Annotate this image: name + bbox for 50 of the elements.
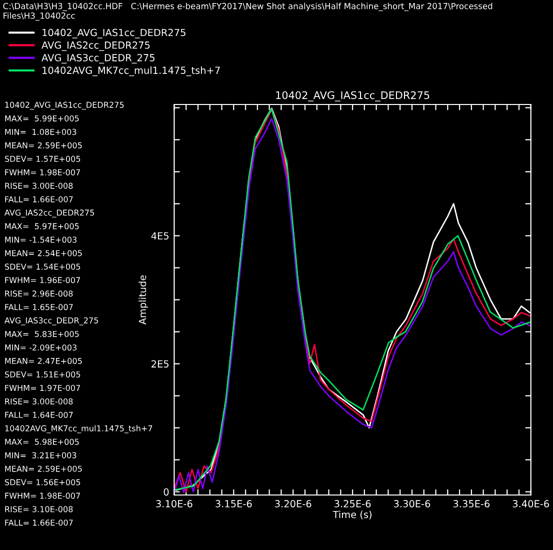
text: MIN= -1.54E+003 [5, 236, 76, 243]
x-axis-title: Time (s) [332, 510, 372, 520]
text: SDEV= 1.56E+005 [4, 479, 80, 486]
text: FALL= 1.64E-007 [5, 412, 73, 418]
x-tick-label: 3.40E-6 [512, 500, 550, 508]
text: MEAN= 2.59E+005 [5, 142, 82, 148]
text: FWHM= 1.97E-007 [5, 384, 80, 391]
x-tick-label: 3.20E-6 [275, 500, 312, 508]
text: MEAN= 2.54E+005 [5, 250, 82, 256]
x-tick-label: 3.35E-6 [453, 500, 490, 508]
text: MAX= 5.98E+005 [5, 438, 79, 445]
text: 10402AVG_MK7cc_mul1.1475_tsh+7 [5, 425, 152, 434]
text: FWHM= 1.96E-007 [5, 277, 80, 284]
text: C:\Data\H3\H3_10402cc.HDF C:\Hermes e-beam\FY2017\New Shot analysis\Half Machine_short_Mar 2017\Processed Files\H3_10402cc [3, 2, 492, 21]
text: RISE= 2.96E-008 [5, 290, 73, 297]
text: RISE= 3.00E-008 [5, 182, 73, 189]
legend-label: AVG_IAS3cc_DEDR_275 [42, 54, 154, 64]
y-tick-label: 2E5 [152, 360, 168, 368]
y-tick-label: 4E5 [151, 232, 168, 240]
text: MIN= 1.08E+003 [5, 128, 76, 135]
x-tick-label: 3.15E-6 [216, 500, 252, 508]
text: SDEV= 1.57E+005 [4, 156, 80, 162]
text: RISE= 3.00E-008 [5, 398, 73, 404]
text: MIN= -2.09E+003 [5, 344, 76, 351]
text: FALL= 1.66E-007 [5, 520, 73, 526]
text: FWHM= 1.98E-007 [5, 492, 80, 499]
text: AVG_IAS2cc_DEDR275 [4, 210, 94, 218]
x-tick-label: 3.30E-6 [394, 500, 430, 508]
y-axis-title: Amplitude [138, 275, 148, 325]
text: MAX= 5.97E+005 [5, 223, 79, 230]
x-tick-label: 3.25E-6 [334, 500, 371, 508]
text: MEAN= 2.59E+005 [5, 466, 82, 472]
legend-label: 10402_AVG_IAS1cc_DEDR275 [42, 28, 186, 38]
legend-label: AVG_IAS2cc_DEDR275 [42, 41, 150, 51]
text: FALL= 1.65E-007 [5, 304, 73, 310]
text: MAX= 5.83E+005 [5, 330, 79, 338]
legend-label: 10402AVG_MK7cc_mul1.1475_tsh+7 [42, 66, 220, 76]
text: 10402_AVG_IAS1cc_DEDR275 [5, 102, 124, 110]
text: FALL= 1.66E-007 [5, 196, 73, 202]
text: SDEV= 1.54E+005 [4, 264, 80, 270]
text: MEAN= 2.47E+005 [5, 358, 82, 364]
text: MAX= 5.99E+005 [5, 115, 79, 122]
text: FWHM= 1.98E-007 [5, 169, 80, 176]
text: MIN= 3.21E+003 [5, 452, 76, 458]
x-tick-label: 3.10E-6 [156, 500, 192, 508]
text: RISE= 3.10E-008 [5, 506, 73, 512]
chart-title: 10402_AVG_IAS1cc_DEDR275 [276, 91, 430, 102]
text: AVG_IAS3cc_DEDR_275 [4, 317, 98, 326]
text: SDEV= 1.51E+005 [4, 371, 80, 378]
y-tick-label: 0 [164, 488, 169, 496]
